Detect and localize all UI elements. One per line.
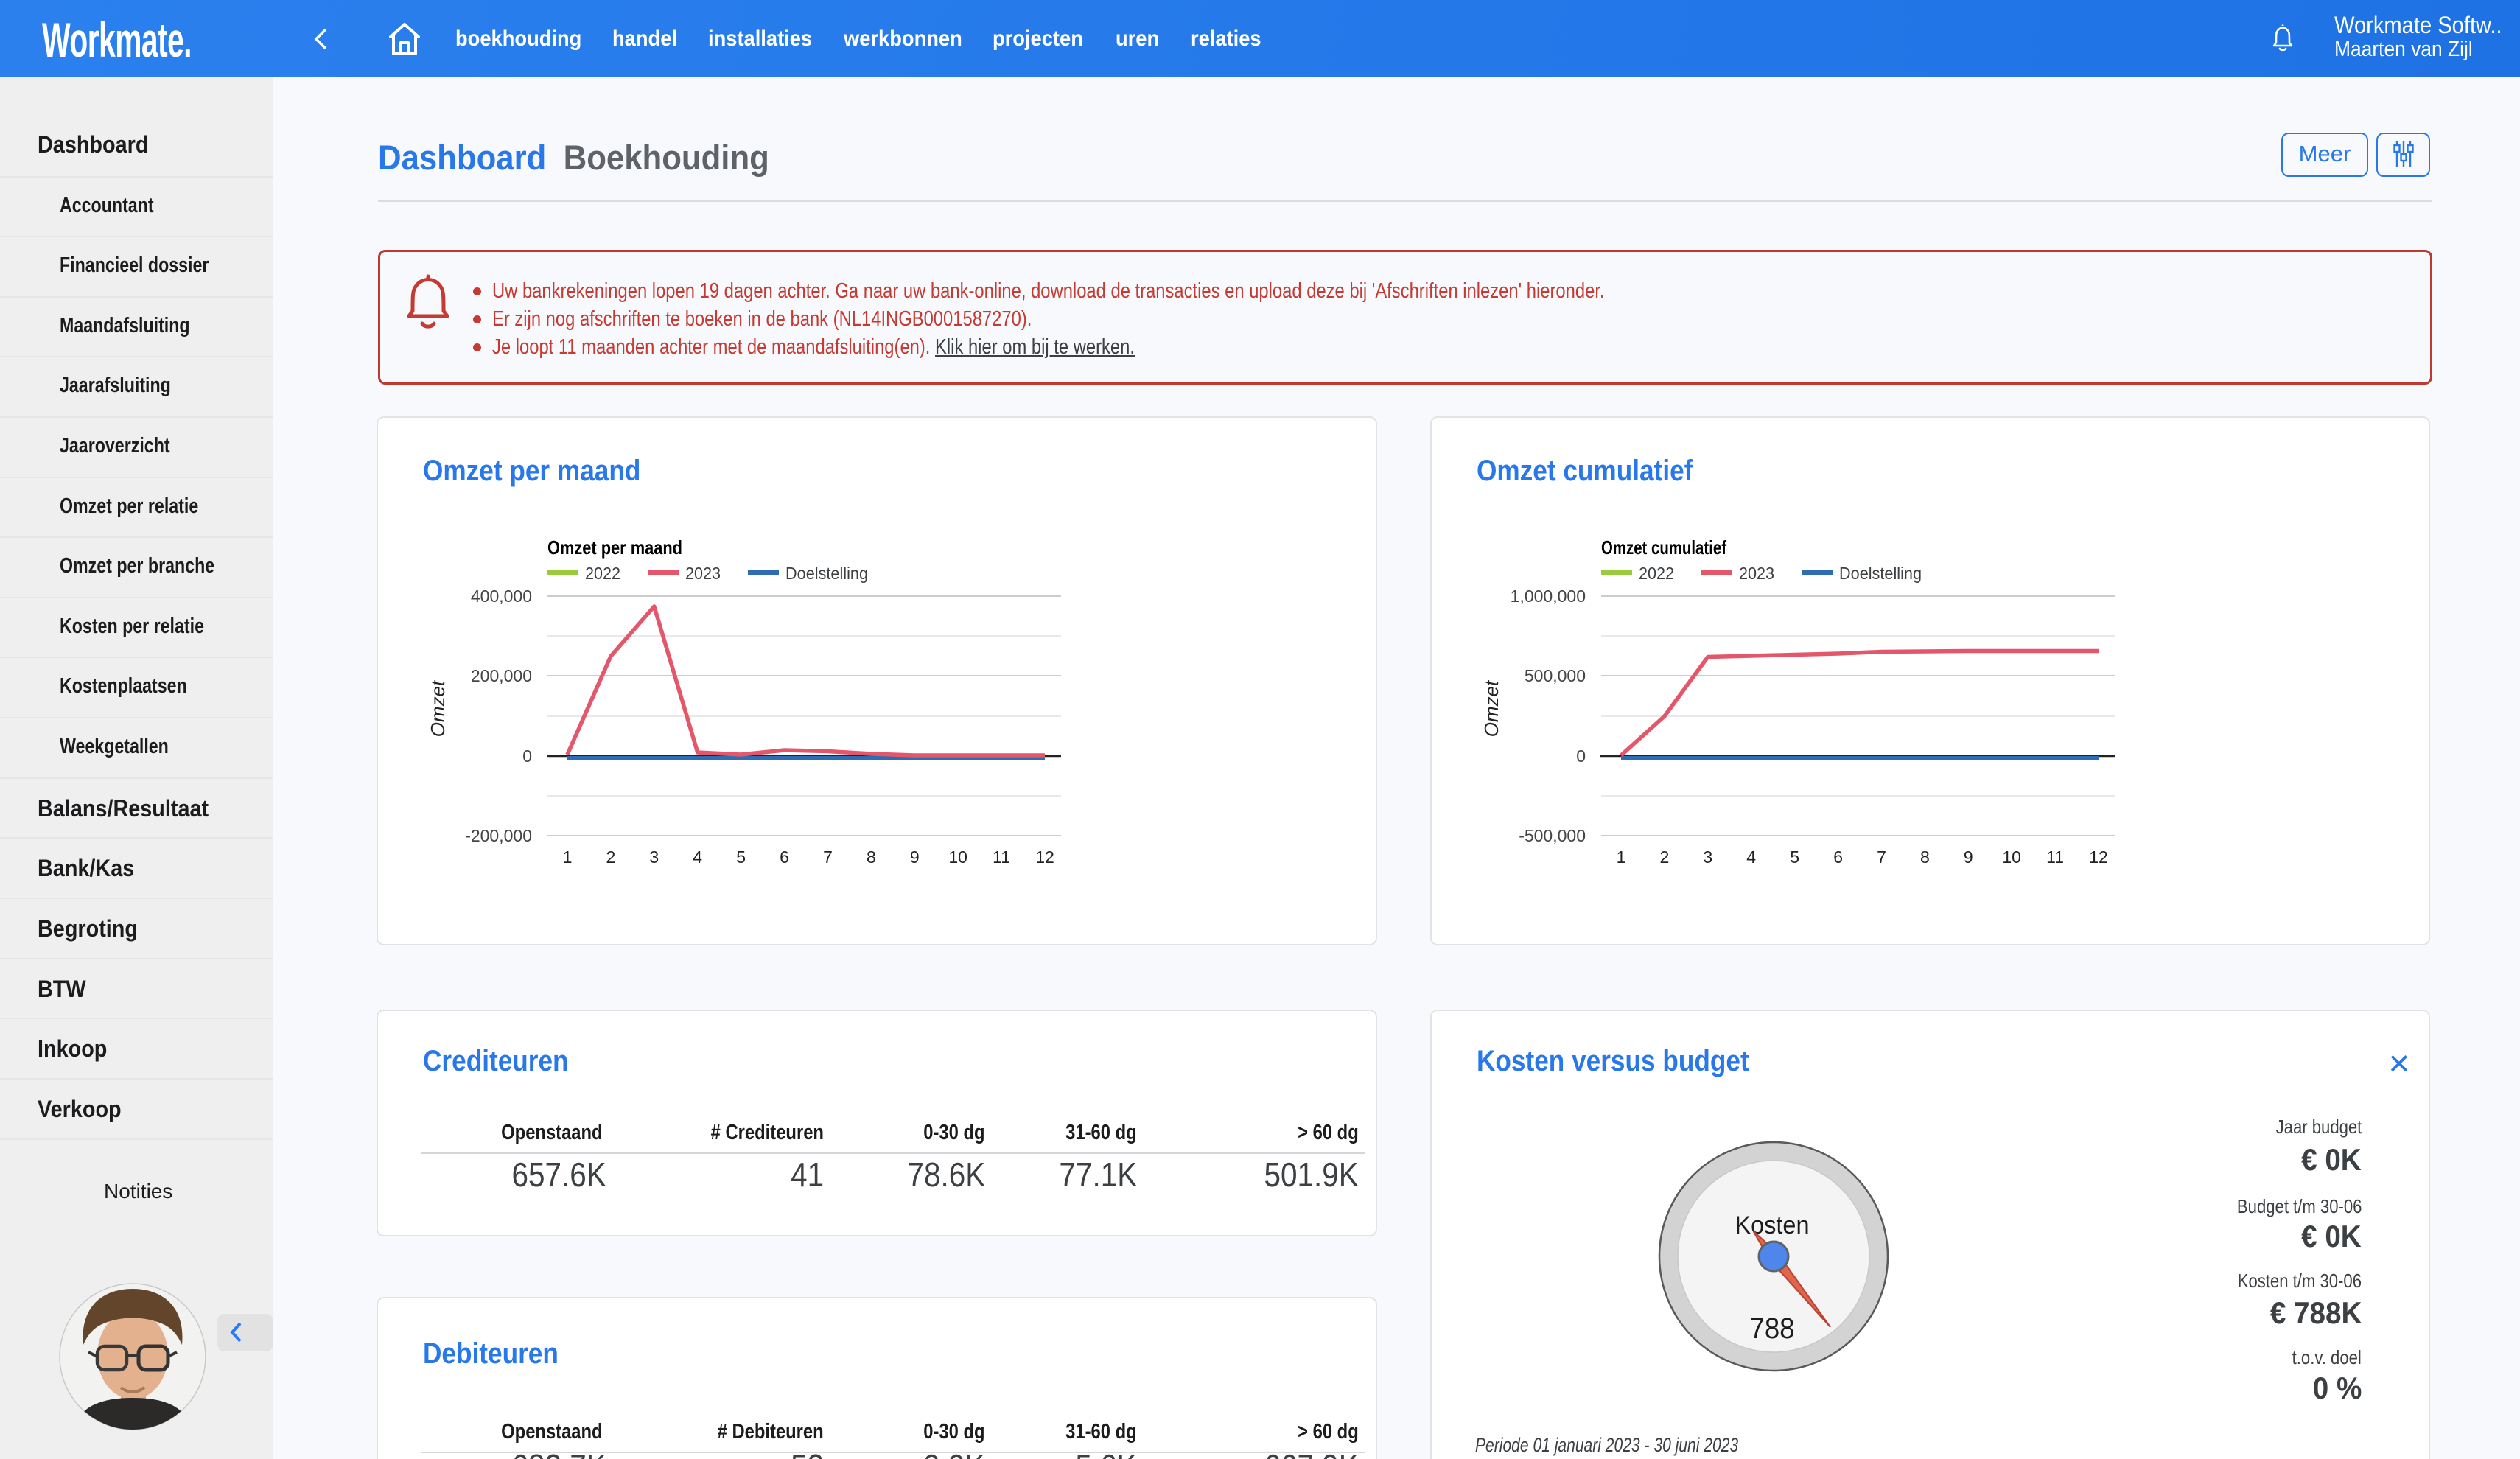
svg-text:500,000: 500,000 [1525, 666, 1586, 685]
svg-text:0: 0 [1576, 746, 1586, 766]
svg-text:12: 12 [1035, 847, 1054, 867]
svg-text:Doelstelling: Doelstelling [1839, 564, 1922, 583]
svg-text:1: 1 [1617, 847, 1626, 867]
svg-text:9: 9 [910, 847, 920, 867]
svg-text:7: 7 [823, 847, 833, 867]
svg-text:8: 8 [867, 847, 876, 867]
svg-text:4: 4 [693, 847, 702, 867]
svg-text:2: 2 [606, 847, 616, 867]
svg-text:2022: 2022 [585, 564, 620, 583]
svg-text:Doelstelling: Doelstelling [785, 564, 868, 583]
svg-text:5: 5 [1790, 847, 1799, 867]
svg-text:9: 9 [1964, 847, 1973, 867]
svg-text:4: 4 [1746, 847, 1756, 867]
svg-text:2023: 2023 [1739, 564, 1774, 583]
svg-text:8: 8 [1920, 847, 1930, 867]
svg-text:-500,000: -500,000 [1519, 826, 1586, 845]
svg-text:2: 2 [1660, 847, 1670, 867]
svg-text:10: 10 [948, 847, 967, 867]
svg-text:1,000,000: 1,000,000 [1511, 587, 1586, 606]
svg-text:200,000: 200,000 [471, 666, 532, 685]
svg-text:5: 5 [736, 847, 746, 867]
svg-text:400,000: 400,000 [471, 587, 532, 606]
svg-text:0: 0 [522, 746, 532, 766]
svg-text:11: 11 [993, 847, 1010, 867]
svg-text:6: 6 [1833, 847, 1843, 867]
svg-text:788: 788 [1750, 1312, 1795, 1345]
svg-text:3: 3 [1703, 847, 1712, 867]
svg-text:3: 3 [649, 847, 659, 867]
svg-text:2022: 2022 [1639, 564, 1674, 583]
svg-text:12: 12 [2089, 847, 2108, 867]
svg-text:Omzet cumulatief: Omzet cumulatief [1601, 536, 1726, 559]
svg-text:7: 7 [1877, 847, 1886, 867]
svg-text:11: 11 [2046, 847, 2064, 867]
svg-text:6: 6 [780, 847, 789, 867]
svg-text:Omzet: Omzet [1480, 679, 1502, 737]
svg-text:Omzet per maand: Omzet per maand [547, 536, 682, 559]
svg-text:Omzet: Omzet [427, 679, 449, 737]
svg-text:Kosten: Kosten [1735, 1211, 1810, 1239]
svg-text:10: 10 [2002, 847, 2021, 867]
svg-text:-200,000: -200,000 [465, 826, 532, 845]
svg-text:2023: 2023 [685, 564, 721, 583]
svg-text:1: 1 [563, 847, 573, 867]
